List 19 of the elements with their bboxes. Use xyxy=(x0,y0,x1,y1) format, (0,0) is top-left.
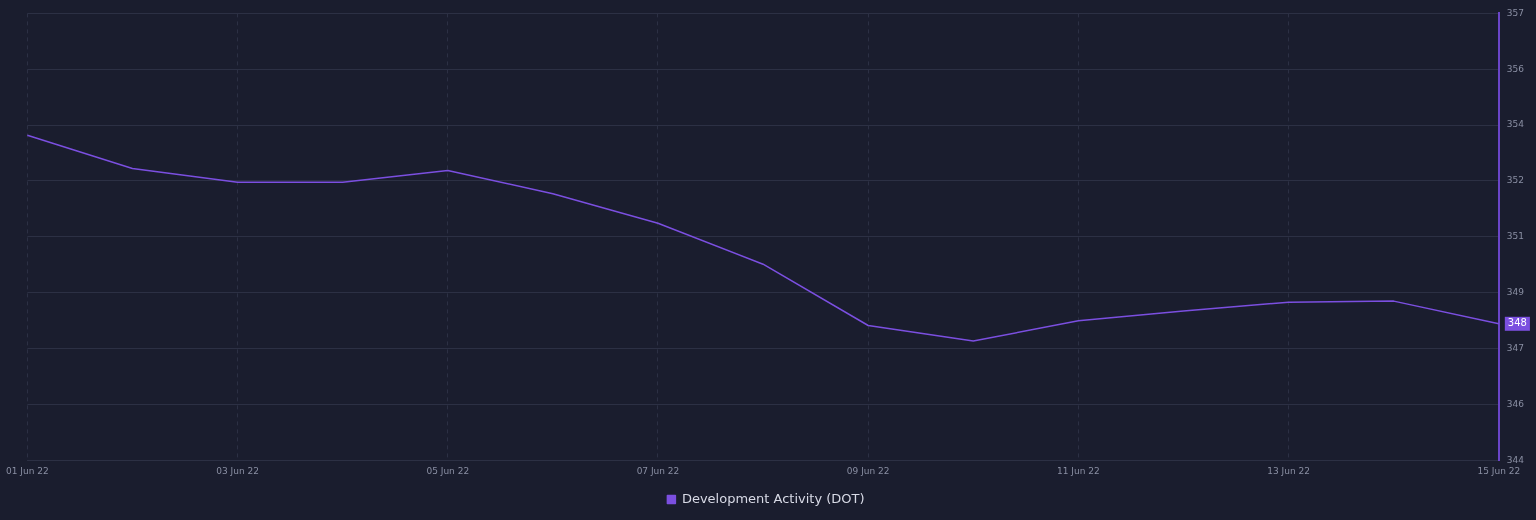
x-tick-label: 05 Jun 22 xyxy=(426,465,470,476)
y-tick-label: 351 xyxy=(1506,231,1525,242)
x-tick-label: 07 Jun 22 xyxy=(636,465,680,476)
data-label: 348 xyxy=(1507,317,1527,329)
y-tick-label: 347 xyxy=(1506,342,1525,353)
y-tick-label: 344 xyxy=(1506,454,1525,465)
y-tick-label: 352 xyxy=(1506,175,1525,186)
x-tick-label: 11 Jun 22 xyxy=(1057,465,1100,476)
legend-label: Development Activity (DOT) xyxy=(681,490,865,506)
x-tick-label: 13 Jun 22 xyxy=(1267,465,1310,476)
x-tick-label: 03 Jun 22 xyxy=(216,465,259,476)
x-tick-label: 15 Jun 22 xyxy=(1477,465,1521,476)
x-tick-label: 09 Jun 22 xyxy=(846,465,890,476)
y-tick-label: 356 xyxy=(1506,63,1525,74)
x-tick-label: 01 Jun 22 xyxy=(5,465,49,476)
y-tick-label: 357 xyxy=(1506,7,1525,18)
y-tick-label: 354 xyxy=(1506,119,1525,130)
y-tick-label: 346 xyxy=(1506,398,1525,409)
y-tick-label: 349 xyxy=(1506,286,1525,297)
